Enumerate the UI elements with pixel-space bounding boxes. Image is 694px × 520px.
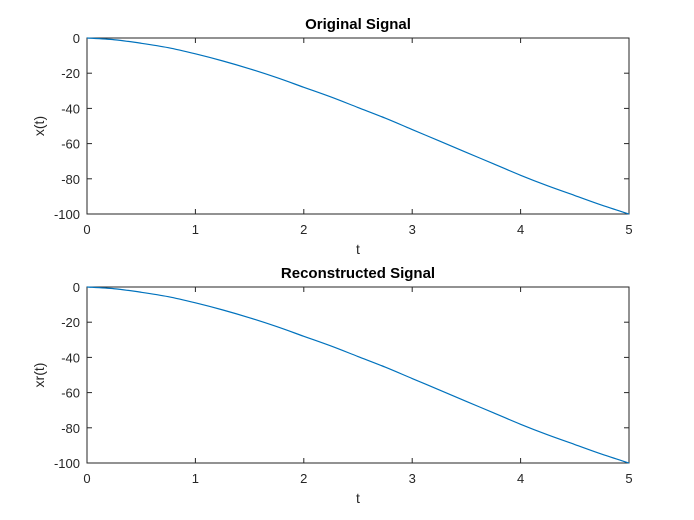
chart-title: Original Signal bbox=[305, 16, 411, 33]
y-axis-label: xr(t) bbox=[31, 363, 47, 388]
y-tick-label: -100 bbox=[54, 456, 80, 471]
y-tick-label: 0 bbox=[73, 31, 80, 46]
x-axis-label: t bbox=[356, 241, 360, 257]
y-tick-label: -80 bbox=[61, 421, 80, 436]
plot-lines bbox=[86, 37, 630, 215]
x-tick-label: 1 bbox=[192, 471, 199, 486]
y-tick-label: -20 bbox=[61, 315, 80, 330]
x-tick-label: 5 bbox=[625, 471, 632, 486]
axes-box bbox=[86, 286, 630, 464]
y-tick-label: -20 bbox=[61, 66, 80, 81]
x-tick-label: 5 bbox=[625, 222, 632, 237]
subplot-original-signal: Original Signal t x(t) 0 1 2 3 4 5 0 -20 -40 -60 -… bbox=[31, 16, 633, 257]
x-tick-label: 1 bbox=[192, 222, 199, 237]
y-tick-label: -80 bbox=[61, 172, 80, 187]
x-tick-label: 4 bbox=[517, 222, 524, 237]
x-axis-label: t bbox=[356, 490, 360, 506]
subplot-reconstructed-signal: Reconstructed Signal t xr(t) 0 1 2 3 4 5 0 -20 -… bbox=[31, 265, 633, 506]
x-tick-label: 4 bbox=[517, 471, 524, 486]
y-axis-label: x(t) bbox=[31, 116, 47, 136]
series-line bbox=[86, 37, 630, 215]
x-tick-label: 0 bbox=[83, 222, 90, 237]
y-tick-label: -40 bbox=[61, 101, 80, 116]
y-tick-label: 0 bbox=[73, 280, 80, 295]
chart-title: Reconstructed Signal bbox=[281, 265, 435, 282]
axes-box bbox=[86, 37, 630, 215]
x-tick-label: 3 bbox=[409, 471, 416, 486]
x-tick-label: 2 bbox=[300, 222, 307, 237]
x-tick-label: 2 bbox=[300, 471, 307, 486]
y-tick-label: -60 bbox=[61, 386, 80, 401]
y-tick-label: -100 bbox=[54, 207, 80, 222]
plot-lines bbox=[86, 286, 630, 464]
axis-ticks: 0 1 2 3 4 5 0 -20 -40 -60 -80 -100 bbox=[54, 31, 633, 237]
y-tick-label: -60 bbox=[61, 137, 80, 152]
y-tick-label: -40 bbox=[61, 350, 80, 365]
axis-ticks: 0 1 2 3 4 5 0 -20 -40 -60 -80 -100 bbox=[54, 280, 633, 486]
series-line bbox=[86, 286, 630, 464]
x-tick-label: 3 bbox=[409, 222, 416, 237]
x-tick-label: 0 bbox=[83, 471, 90, 486]
